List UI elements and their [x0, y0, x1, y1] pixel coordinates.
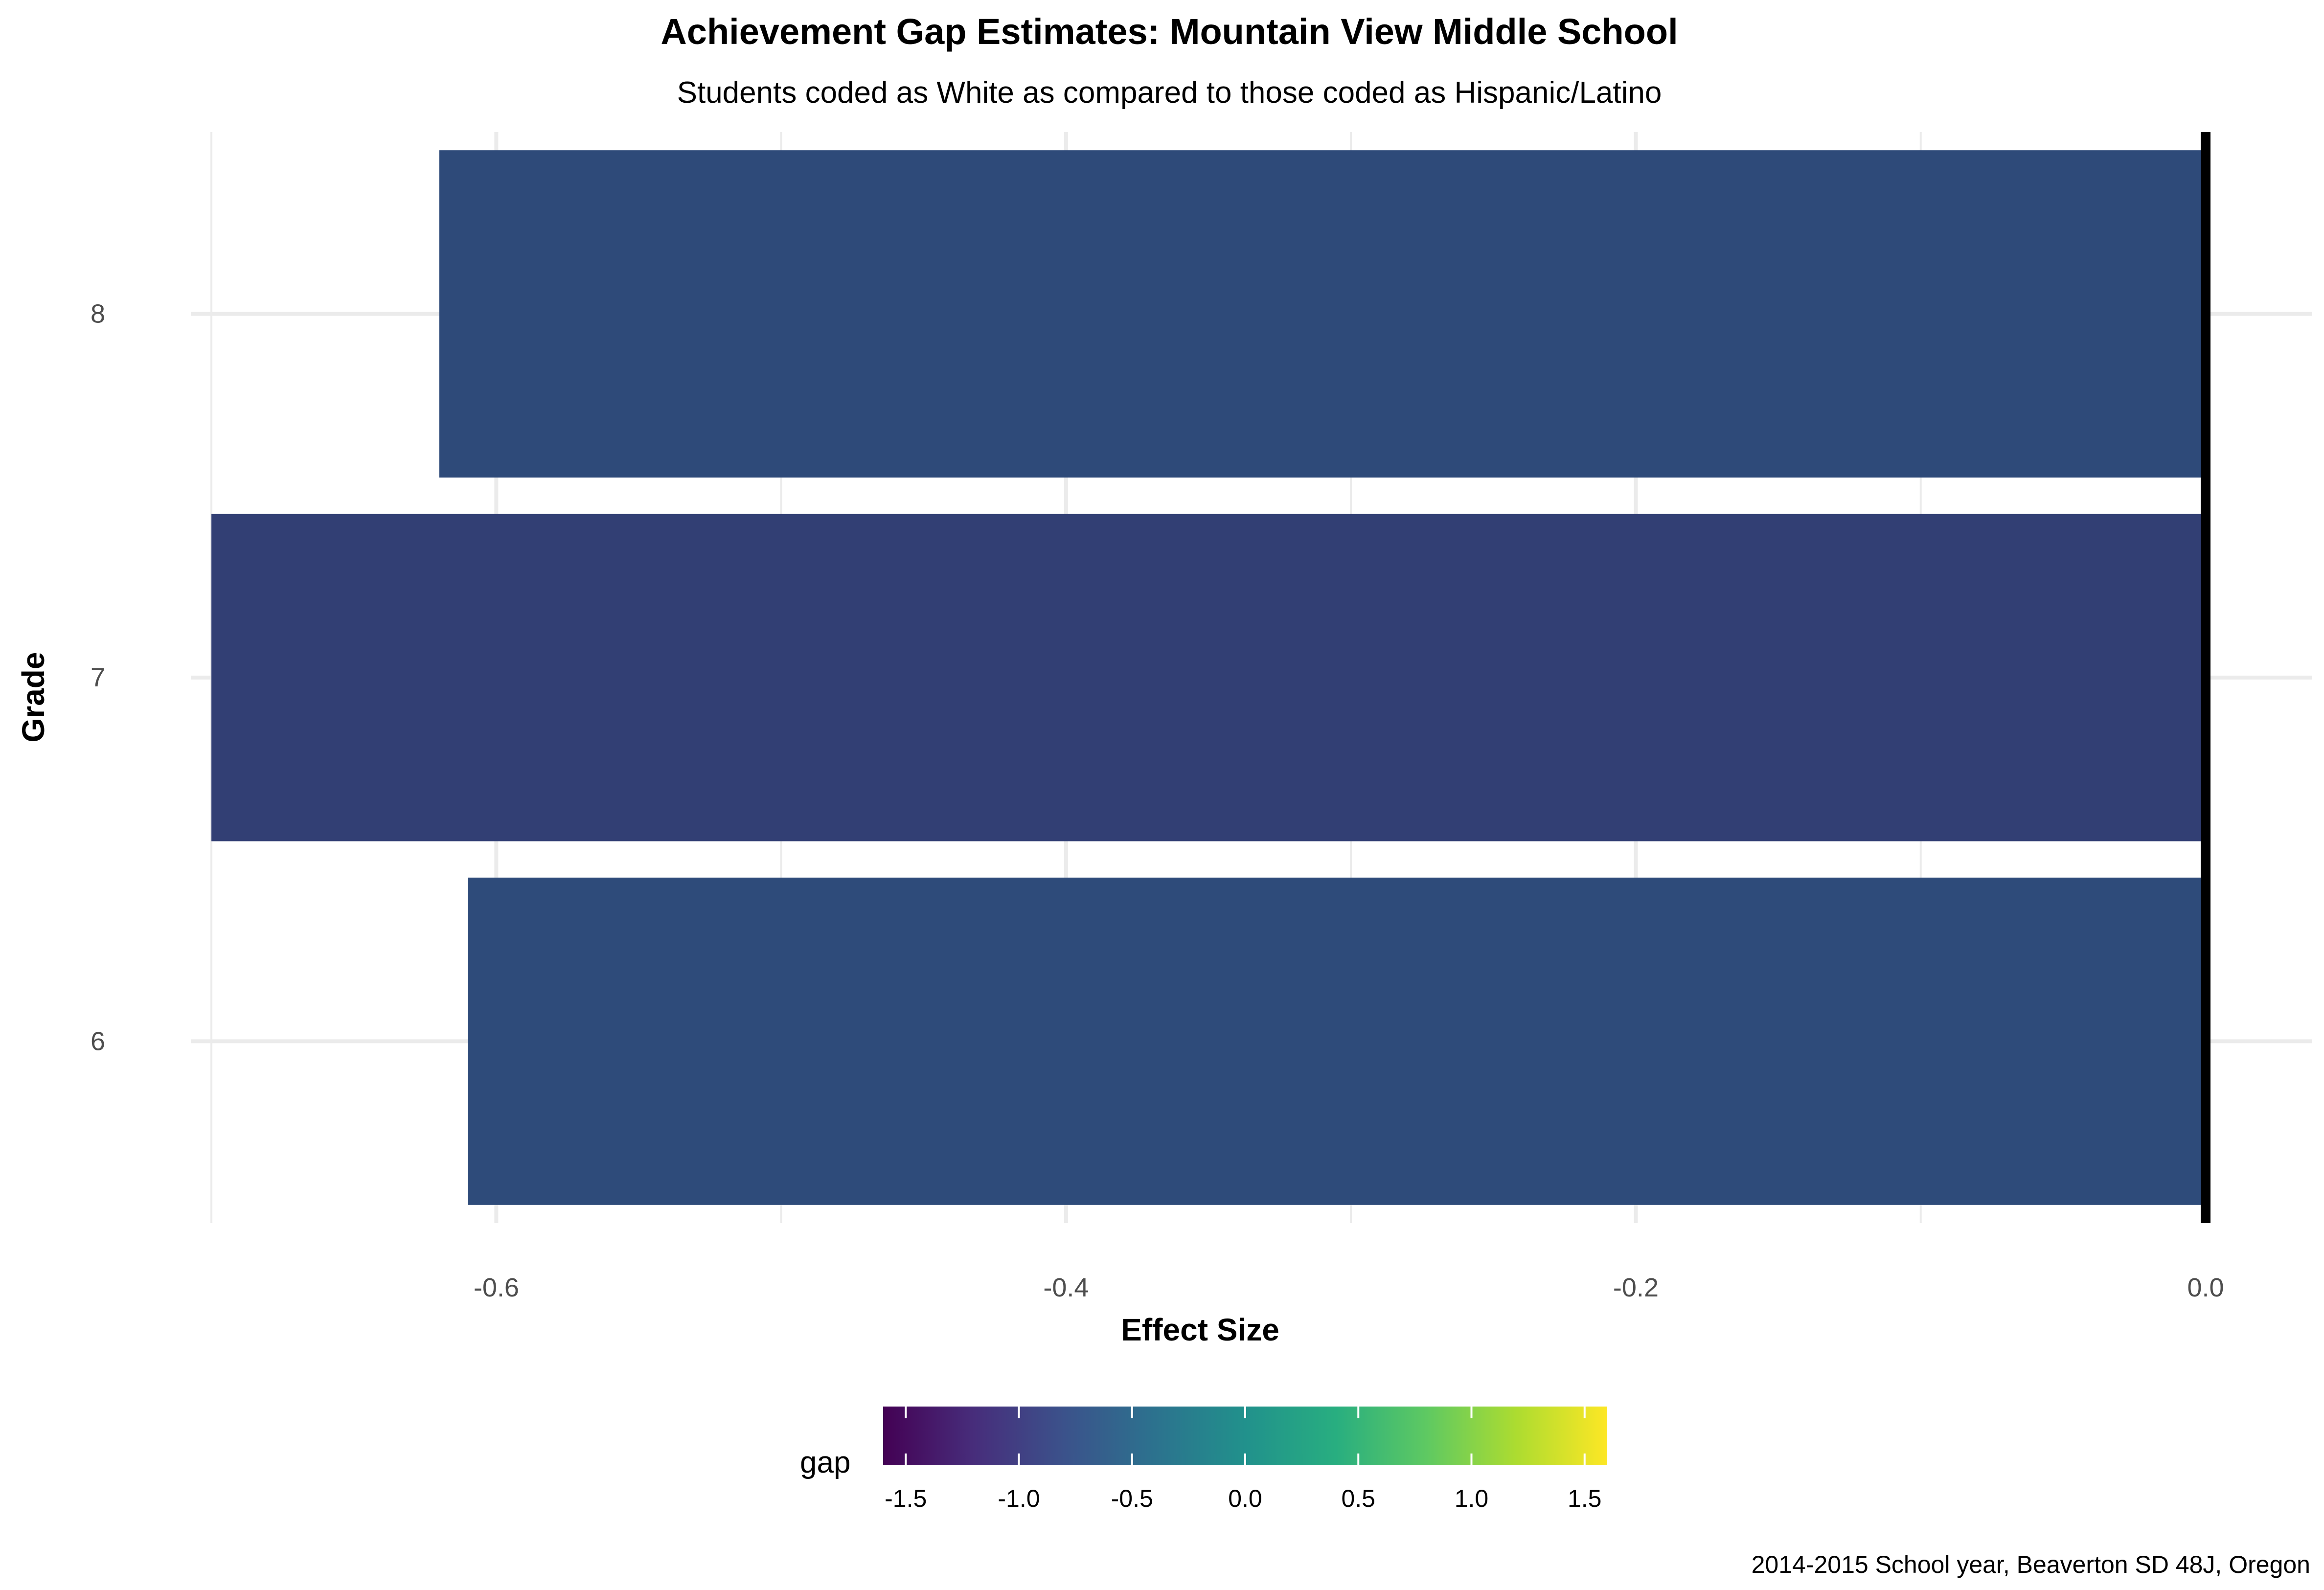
x-tick-label: -0.4 [1043, 1273, 1089, 1302]
color-legend: gap -1.5 -1.0 -0.5 0.0 0.5 1.0 1.5 [800, 1407, 1607, 1512]
chart-subtitle: Students coded as White as compared to t… [677, 76, 1662, 110]
x-axis-title: Effect Size [1121, 1312, 1279, 1347]
plot-area [191, 132, 2312, 1223]
chart-caption: 2014-2015 School year, Beaverton SD 48J,… [1752, 1551, 2310, 1578]
x-tick-label: -0.2 [1613, 1273, 1659, 1302]
bar-grade-7 [211, 514, 2206, 841]
x-tick-label: -0.6 [474, 1273, 519, 1302]
x-tick-label: 0.0 [2187, 1273, 2224, 1302]
bar-grade-6 [468, 877, 2206, 1205]
legend-tick-label: -0.5 [1111, 1485, 1153, 1512]
y-tick-label: 7 [91, 663, 105, 692]
legend-title: gap [800, 1446, 850, 1479]
legend-tick-label: 0.5 [1341, 1485, 1375, 1512]
y-tick-label: 6 [91, 1026, 105, 1056]
legend-tick-label: 1.0 [1455, 1485, 1489, 1512]
legend-tick-label: 0.0 [1228, 1485, 1262, 1512]
x-axis-ticks: -0.6 -0.4 -0.2 0.0 [474, 1273, 2224, 1302]
bars [211, 150, 2206, 1205]
y-axis-title: Grade [16, 652, 51, 743]
legend-tick-label: 1.5 [1568, 1485, 1602, 1512]
legend-tick-label: -1.0 [998, 1485, 1040, 1512]
chart-title: Achievement Gap Estimates: Mountain View… [661, 11, 1678, 52]
legend-tick-label: -1.5 [885, 1485, 927, 1512]
legend-ticks: -1.5 -1.0 -0.5 0.0 0.5 1.0 1.5 [885, 1407, 1602, 1512]
y-axis-ticks: 6 7 8 [91, 299, 105, 1056]
y-tick-label: 8 [91, 299, 105, 329]
bar-grade-8 [439, 150, 2206, 478]
